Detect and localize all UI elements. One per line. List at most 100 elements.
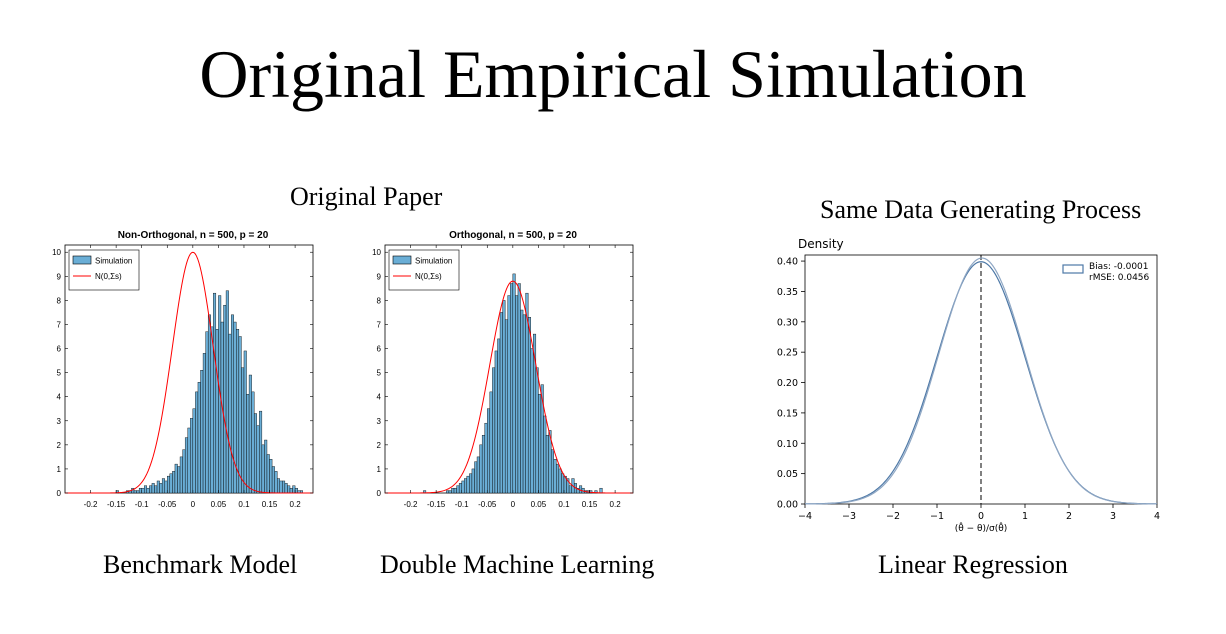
histogram-bar xyxy=(246,394,250,494)
histogram-bar xyxy=(561,473,565,494)
histogram-bar xyxy=(264,439,268,494)
y-tick-label: 5 xyxy=(57,369,62,378)
histogram-bar xyxy=(292,485,296,494)
histogram-bar xyxy=(266,454,270,494)
histogram-bar xyxy=(161,478,165,494)
histogram-bar xyxy=(146,487,150,494)
x-tick-label: 0.2 xyxy=(290,500,302,509)
histogram-bar xyxy=(466,475,470,494)
histogram-bar xyxy=(494,350,498,494)
histogram-bar xyxy=(154,485,158,494)
histogram-bar xyxy=(210,326,214,494)
histogram-bar xyxy=(284,483,288,494)
x-tick-label: 1 xyxy=(1022,511,1028,522)
y-tick-label: 8 xyxy=(377,296,382,305)
y-tick-label: 9 xyxy=(377,272,382,281)
x-tick-label: 0 xyxy=(191,500,196,509)
density-linear-regression: Density 0.00 0.05 0.10 0.15 0.20 0.25 0.30 0.35… xyxy=(777,237,1160,534)
y-tick-label: 0.00 xyxy=(777,500,798,511)
y-tick-label: 0.10 xyxy=(777,439,798,450)
legend-label-normal: N(0,Σs) xyxy=(415,272,442,281)
x-tick-label: −3 xyxy=(842,511,856,522)
y-tick-label: 10 xyxy=(52,248,61,257)
histogram-bar xyxy=(287,485,291,494)
x-tick-label: 2 xyxy=(1066,511,1072,522)
histogram-orthogonal: Orthogonal, n = 500, p = 20 0 1 2 3 4 5 6 7 8 9 10… xyxy=(372,230,634,509)
histogram-bar xyxy=(453,487,457,494)
x-tick-label: -0.05 xyxy=(158,500,177,509)
caption-benchmark-model: Benchmark Model xyxy=(103,550,298,579)
histogram-bar xyxy=(169,473,173,494)
x-tick-label: -0.05 xyxy=(478,500,497,509)
y-tick-label: 0.20 xyxy=(777,378,798,389)
histogram-bar xyxy=(522,314,526,494)
histogram-bar xyxy=(136,490,140,494)
y-tick-label: 0 xyxy=(377,489,382,498)
histogram-bar xyxy=(241,367,245,494)
normal-curve xyxy=(65,251,313,494)
histogram-bar xyxy=(471,468,475,494)
histogram-bar xyxy=(225,290,229,494)
histogram-bar xyxy=(497,338,501,494)
x-tick-label: 4 xyxy=(1154,511,1160,522)
histogram-bar xyxy=(545,435,549,494)
histogram-bar xyxy=(167,475,171,494)
histogram-bar xyxy=(187,427,191,494)
y-tick-label: 0.30 xyxy=(777,317,798,328)
x-tick-label: 0.1 xyxy=(238,500,250,509)
y-tick-label: 0.40 xyxy=(777,257,798,268)
histogram-bar xyxy=(527,317,531,494)
histogram-bar xyxy=(149,485,153,494)
histogram-bar xyxy=(174,463,178,494)
histogram-bar xyxy=(243,350,247,494)
histogram-bar xyxy=(456,485,460,494)
x-tick-label: 3 xyxy=(1110,511,1116,522)
histogram-bar xyxy=(507,295,511,494)
x-tick-label: 0 xyxy=(511,500,516,509)
histogram-bar xyxy=(484,422,488,494)
caption-double-machine-learning: Double Machine Learning xyxy=(380,550,655,579)
y-tick-label: 0.25 xyxy=(777,348,798,359)
histogram-bar xyxy=(568,485,572,494)
x-tick-label: 0.15 xyxy=(582,500,598,509)
legend: Bias: -0.0001 rMSE: 0.0456 xyxy=(1062,262,1150,283)
histogram-bar xyxy=(469,473,473,494)
y-tick-label: 1 xyxy=(377,465,382,474)
legend-rmse: rMSE: 0.0456 xyxy=(1089,273,1150,283)
y-tick-label: 6 xyxy=(377,345,382,354)
x-tick-label: 0.1 xyxy=(558,500,570,509)
caption-linear-regression: Linear Regression xyxy=(878,550,1068,579)
histogram-bar xyxy=(192,408,196,494)
histogram-bar xyxy=(277,478,280,494)
slide-title: Original Empirical Simulation xyxy=(199,36,1027,112)
y-tick-label: 3 xyxy=(377,417,382,426)
histogram-bar xyxy=(515,295,519,494)
chart-title: Orthogonal, n = 500, p = 20 xyxy=(449,230,577,241)
histogram-bar xyxy=(487,408,491,494)
histogram-bar xyxy=(558,468,562,494)
histogram-bar xyxy=(499,312,503,494)
y-tick-label: 7 xyxy=(57,320,62,329)
histogram-bar xyxy=(182,449,186,494)
legend-label-simulation: Simulation xyxy=(95,257,132,266)
x-axis-label: (θ̂ − θ)/σ(θ̂) xyxy=(955,521,1008,534)
x-tick-label: 0.05 xyxy=(211,500,227,509)
x-tick-label: 0.05 xyxy=(531,500,547,509)
histogram-bar xyxy=(556,463,560,494)
right-heading: Same Data Generating Process xyxy=(820,195,1142,224)
histogram-bar xyxy=(448,490,452,494)
x-tick-label: -0.15 xyxy=(107,500,126,509)
y-tick-label: 0 xyxy=(57,489,62,498)
histogram-bar xyxy=(279,480,283,494)
x-tick-label: −4 xyxy=(798,511,812,522)
histogram-bar xyxy=(530,348,534,494)
x-tick-label: -0.15 xyxy=(427,500,446,509)
histogram-bar xyxy=(197,382,201,494)
histogram-bar xyxy=(184,437,188,494)
histogram-bar xyxy=(228,333,232,494)
y-tick-label: 4 xyxy=(57,393,62,402)
x-tick-label: 0 xyxy=(978,511,984,522)
y-axis-label: Density xyxy=(798,237,844,251)
legend-label-normal: N(0,Σs) xyxy=(95,272,122,281)
y-tick-label: 1 xyxy=(57,465,62,474)
